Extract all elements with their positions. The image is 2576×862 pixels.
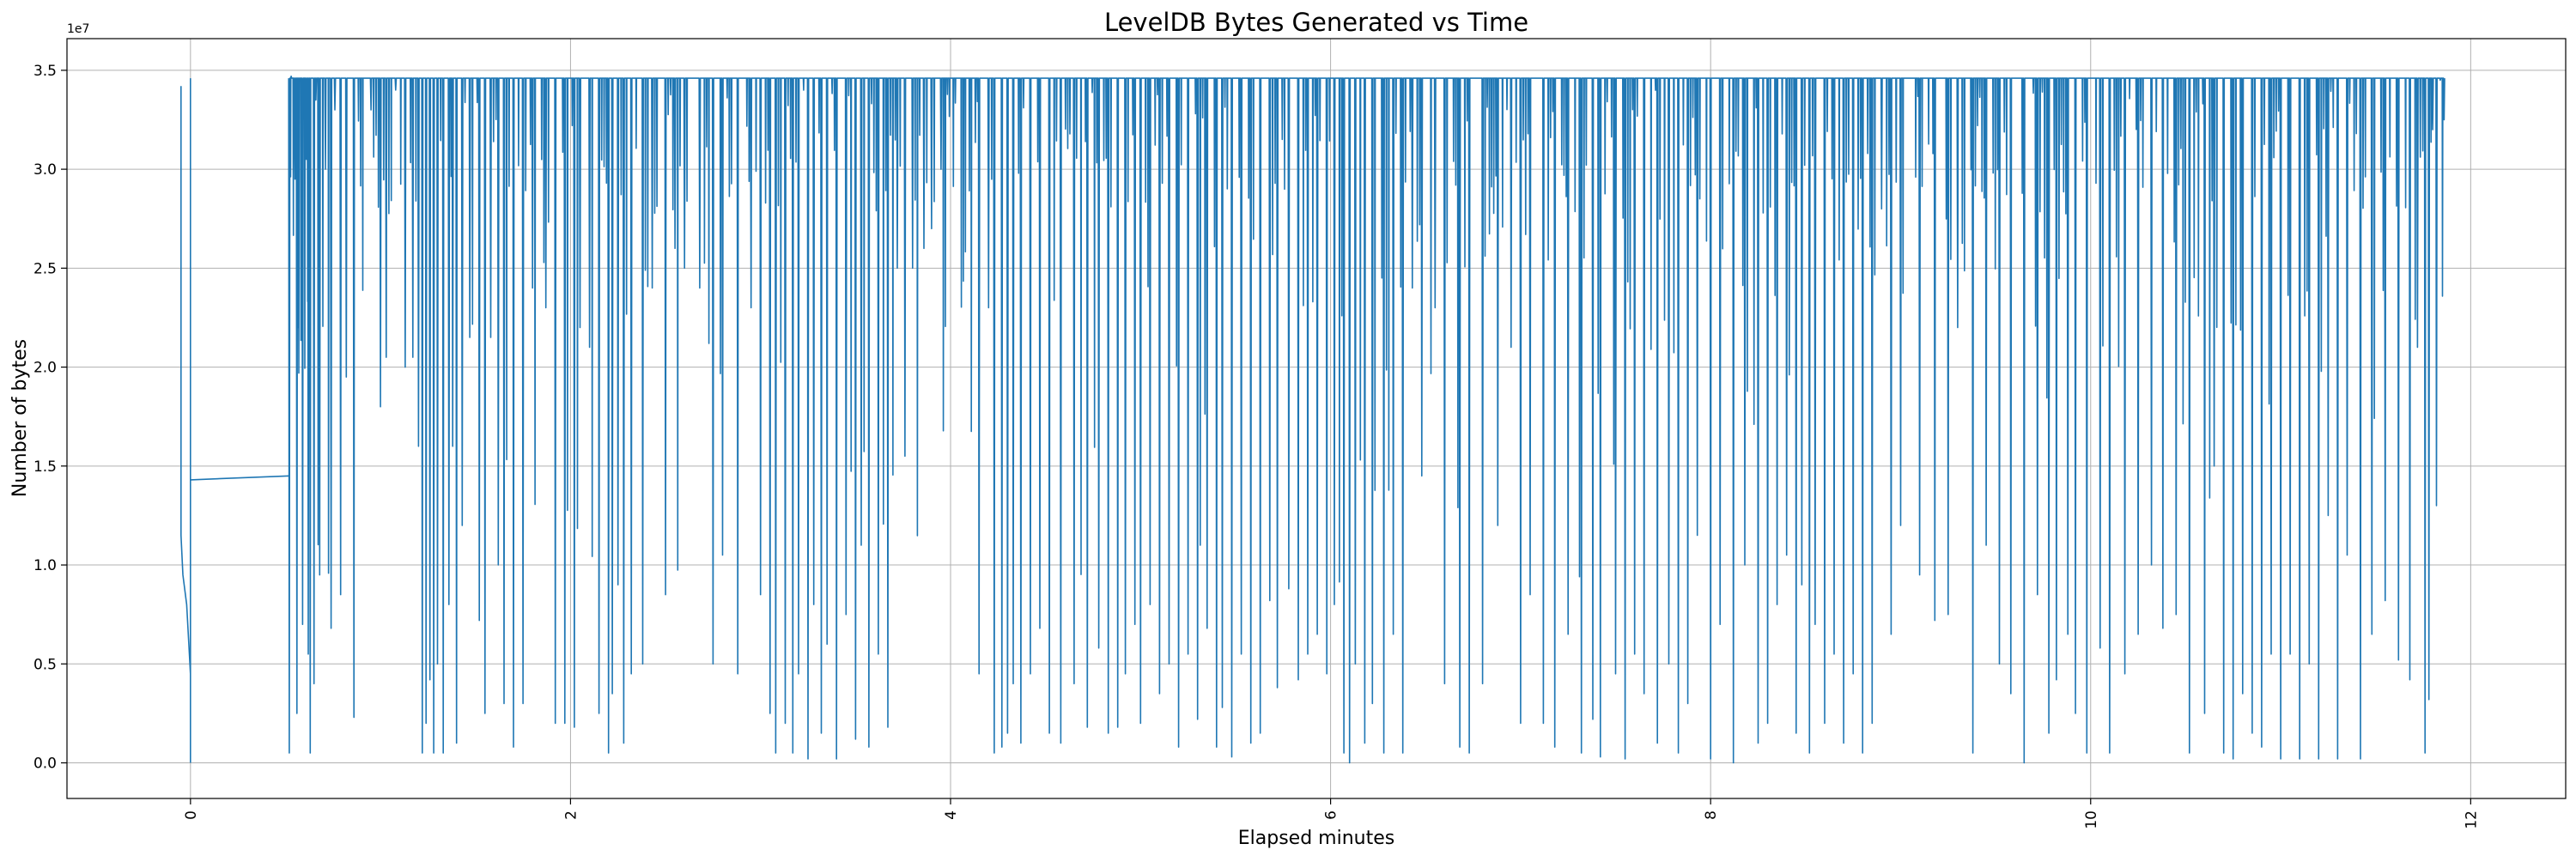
y-tick-label: 1.0 xyxy=(33,557,57,574)
y-offset-label: 1e7 xyxy=(67,22,89,36)
y-tick-label: 2.5 xyxy=(33,260,57,277)
y-tick-label: 0.0 xyxy=(33,756,57,773)
x-tick-label: 10 xyxy=(2083,810,2100,829)
y-tick-label: 1.5 xyxy=(33,458,57,476)
series-line-main xyxy=(288,76,2445,764)
series-layer xyxy=(180,76,2445,764)
y-tick-label: 2.0 xyxy=(33,360,57,377)
x-tick-label: 2 xyxy=(562,810,580,820)
series-line-segment xyxy=(190,475,289,481)
y-tick-label: 3.0 xyxy=(33,161,57,179)
y-axis-label: Number of bytes xyxy=(9,339,31,497)
x-tick-label: 12 xyxy=(2463,810,2480,829)
x-tick-label: 0 xyxy=(183,810,200,820)
y-tick-label: 0.5 xyxy=(33,656,57,673)
x-tick-label: 6 xyxy=(1323,810,1340,820)
y-axis: 0.0 0.5 1.0 1.5 2.0 2.5 3.0 3.5 xyxy=(33,63,67,773)
series-line-segment xyxy=(180,78,191,763)
x-axis: 0 2 4 6 8 10 12 xyxy=(183,798,2480,829)
y-tick-label: 3.5 xyxy=(33,63,57,80)
plot-frame xyxy=(66,38,2567,799)
chart-title: LevelDB Bytes Generated vs Time xyxy=(1104,8,1528,37)
x-tick-label: 8 xyxy=(1703,810,1720,820)
x-tick-label: 4 xyxy=(943,810,960,820)
x-axis-label: Elapsed minutes xyxy=(1238,828,1394,849)
